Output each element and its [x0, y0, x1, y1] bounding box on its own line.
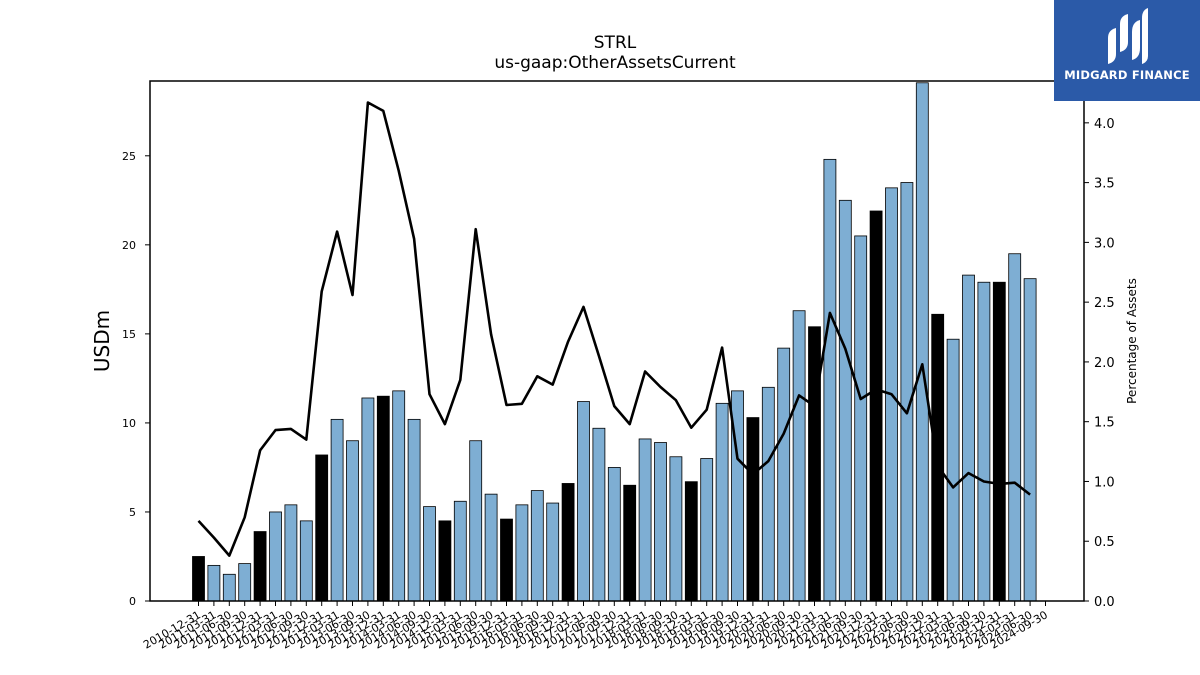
bar-2012-12-31 [315, 454, 329, 602]
chart-subtitle: us-gaap:OtherAssetsCurrent [494, 53, 736, 73]
y-tick-label: 25 [122, 150, 136, 163]
bar-2023-09-30 [977, 281, 991, 602]
bar-2020-09-30 [792, 310, 806, 602]
bar-2017-03-31 [577, 401, 590, 602]
y2-tick-label: 2.5 [1094, 296, 1115, 311]
bar-2021-09-30 [854, 235, 868, 602]
y2-tick-label: 1.0 [1094, 475, 1115, 490]
bar-2022-09-30 [915, 82, 929, 602]
y2-tick-label: 3.5 [1094, 177, 1115, 192]
bar-2011-06-30 [222, 573, 236, 602]
y2-tick-label: 4.0 [1094, 117, 1115, 132]
line-layer [197, 101, 1031, 557]
bar-2018-12-31 [684, 481, 698, 602]
bar-2021-06-30 [838, 199, 852, 602]
bar-2014-12-31 [438, 520, 452, 602]
bar-2016-06-30 [530, 490, 544, 602]
y2-tick-label: 0.5 [1094, 535, 1115, 550]
bar-2015-06-30 [469, 440, 483, 602]
y2-tick-label: 1.5 [1094, 416, 1115, 431]
bar-2016-03-31 [515, 504, 529, 602]
bar-2020-06-30 [777, 347, 791, 602]
bar-2011-12-31 [253, 531, 267, 602]
bar-2018-09-30 [669, 456, 683, 602]
bar-2012-03-31 [269, 511, 282, 602]
bar-2015-09-30 [484, 493, 498, 602]
bars-layer [192, 82, 1037, 602]
bar-2012-09-30 [299, 520, 313, 602]
bar-2012-06-30 [284, 504, 298, 602]
y2-tick-label: 0.0 [1094, 595, 1115, 610]
bar-2023-06-30 [962, 274, 975, 602]
bar-2023-12-31 [992, 281, 1006, 602]
bar-2013-09-30 [361, 397, 375, 602]
bar-2017-09-30 [607, 467, 621, 602]
bar-2017-12-31 [623, 484, 637, 602]
bar-2015-03-31 [453, 500, 467, 602]
bar-2017-06-30 [592, 427, 606, 602]
bar-2019-06-30 [715, 402, 729, 602]
bar-2018-06-30 [654, 442, 667, 602]
y2-axis-label: Percentage of Assets [1125, 278, 1139, 404]
bar-2011-03-31 [207, 564, 221, 602]
y2-tick-label: 2.0 [1094, 356, 1115, 371]
bar-2010-12-31 [192, 556, 205, 602]
bar-2024-06-30 [1023, 278, 1037, 602]
y-tick-label: 10 [122, 417, 136, 430]
bar-2014-03-31 [392, 390, 406, 602]
bar-2021-03-31 [823, 158, 837, 602]
y-tick-label: 5 [129, 506, 136, 519]
bar-2014-06-30 [407, 418, 421, 602]
bar-2015-12-31 [500, 518, 513, 602]
chart-title: STRL [594, 33, 637, 53]
axes-layer: 05101520250.00.51.01.52.02.53.03.54.0201… [122, 117, 1115, 652]
logo-text: MIDGARD FINANCE [1064, 68, 1190, 82]
bar-2020-03-31 [761, 386, 775, 602]
bar-2020-12-31 [808, 326, 821, 602]
bar-2016-12-31 [561, 483, 575, 602]
midgard-finance-logo: MIDGARD FINANCE [1054, 0, 1200, 101]
bar-2013-06-30 [346, 440, 359, 602]
y-axis-label: USDm [90, 310, 114, 372]
bar-2013-03-31 [330, 418, 344, 602]
bar-2024-03-31 [1008, 253, 1022, 602]
percentage-line [197, 101, 1031, 557]
bar-2019-03-31 [700, 458, 714, 602]
bar-2013-12-31 [376, 395, 390, 602]
bar-2021-12-31 [869, 210, 883, 602]
bar-2011-09-30 [238, 563, 252, 602]
bar-2014-09-30 [423, 506, 436, 602]
y-tick-label: 15 [122, 328, 136, 341]
bar-2016-09-30 [546, 502, 560, 602]
bar-2018-03-31 [638, 438, 652, 602]
bar-2023-03-31 [946, 338, 960, 602]
bar-2019-12-31 [746, 417, 760, 602]
plot-frame [149, 80, 1085, 602]
y2-tick-label: 3.0 [1094, 236, 1115, 251]
y-tick-label: 20 [122, 239, 136, 252]
bar-2022-06-30 [900, 182, 914, 602]
y-tick-label: 0 [129, 595, 136, 608]
logo-mark-icon [1108, 8, 1148, 64]
